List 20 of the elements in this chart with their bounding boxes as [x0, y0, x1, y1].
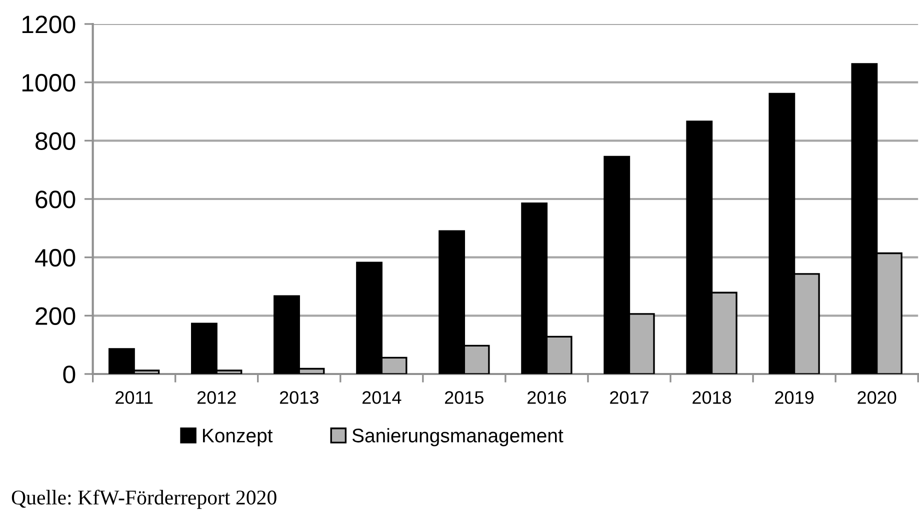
x-tick-label: 2017 [610, 391, 648, 404]
y-tick-label: 1200 [22, 16, 76, 34]
y-tick-label: 600 [36, 190, 76, 208]
x-tick-label: 2019 [775, 391, 814, 404]
y-tick-label: 800 [36, 132, 76, 150]
x-tick-label: 2015 [445, 391, 484, 404]
x-tick-label: 2016 [528, 391, 566, 404]
y-tick-label: 200 [36, 307, 76, 325]
legend-label: Sanierungsmanagement [352, 428, 564, 446]
source-note: Quelle: KfW-Förderreport 2020 [12, 490, 276, 509]
y-tick-label: 1000 [22, 74, 76, 92]
x-tick-label: 2018 [692, 391, 732, 404]
x-tick-label: 2011 [116, 391, 153, 404]
y-tick-label: 400 [35, 248, 76, 267]
x-tick-label: 2013 [280, 391, 318, 404]
y-tick-label: 0 [63, 366, 76, 384]
x-tick-label: 2020 [858, 391, 896, 404]
x-tick-label: 2014 [362, 391, 402, 404]
x-tick-label: 2012 [197, 391, 236, 404]
legend-label: Konzept [203, 428, 273, 446]
